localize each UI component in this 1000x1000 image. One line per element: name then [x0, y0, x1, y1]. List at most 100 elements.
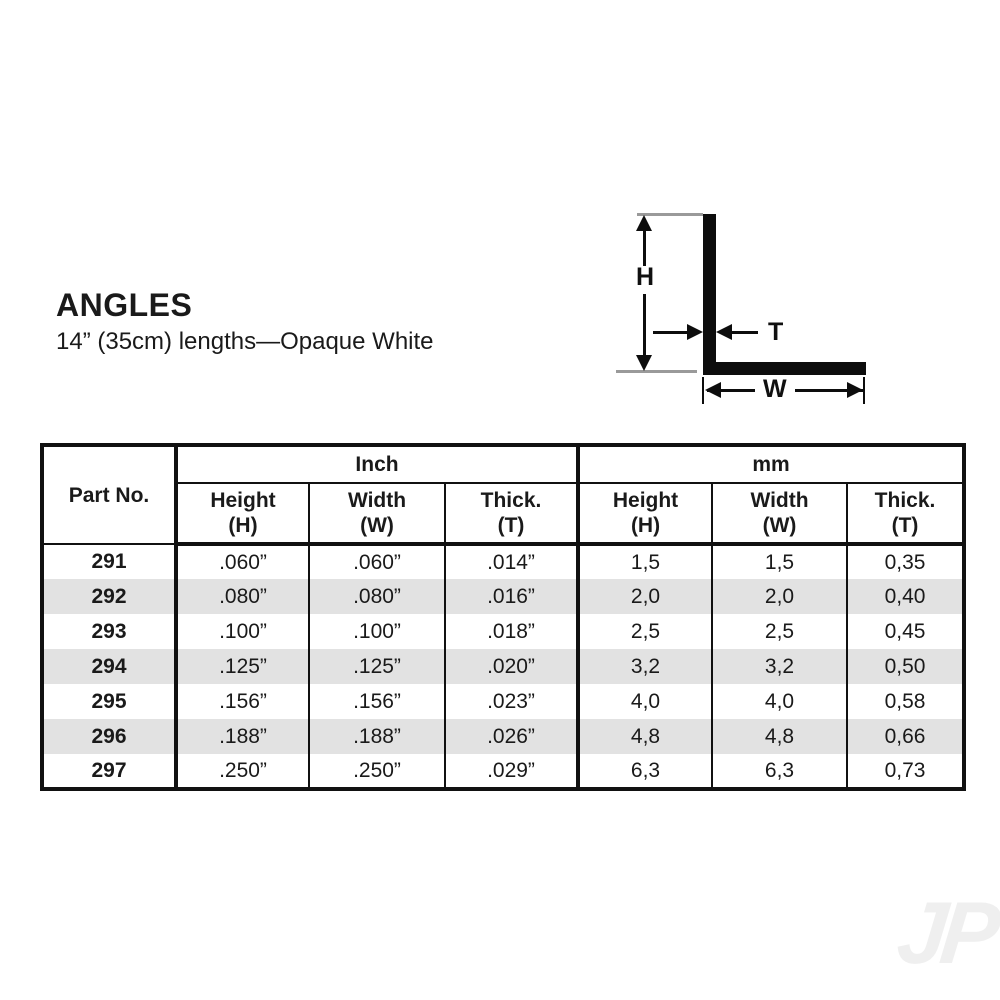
col-header-title: Height [210, 489, 276, 512]
h-arrow-up [636, 215, 652, 231]
col-header-part-no: Part No. [42, 445, 178, 545]
cell-mm-height: 2,0 [576, 579, 713, 614]
cell-inch-width: .250” [308, 754, 445, 789]
w-left-arrowhead [705, 382, 721, 398]
cell-inch-thick: .029” [443, 754, 579, 789]
cell-mm-height: 3,2 [576, 649, 713, 684]
col-header-mm-width: Width (W) [711, 483, 848, 546]
col-header-title: Width [347, 489, 407, 512]
cell-part-no: 292 [40, 579, 176, 614]
jp-logo-watermark: JP [892, 883, 999, 982]
cell-inch-height: .100” [174, 614, 309, 649]
table-row: 297 .250” .250” .029” 6,3 6,3 0,73 [40, 754, 965, 789]
t-dimension-label: T [768, 318, 784, 346]
top-reference-line [637, 213, 703, 216]
col-header-title: Thick. [480, 489, 542, 512]
cell-mm-thick: 0,50 [846, 649, 965, 684]
cell-mm-thick: 0,45 [846, 614, 965, 649]
col-header-symbol: (H) [630, 514, 661, 537]
bottom-reference-line [616, 370, 697, 373]
cell-part-no: 293 [40, 614, 176, 649]
cell-mm-height: 4,8 [576, 719, 713, 754]
page-subtitle: 14” (35cm) lengths—Opaque White [56, 328, 434, 355]
cell-inch-thick: .014” [443, 544, 579, 579]
cell-inch-height: .060” [174, 544, 309, 579]
cell-inch-width: .156” [308, 684, 445, 719]
group-header-mm: mm [576, 445, 965, 484]
col-header-mm-thick: Thick. (T) [846, 483, 965, 546]
cell-inch-height: .156” [174, 684, 309, 719]
col-header-symbol: (H) [228, 514, 258, 537]
col-header-inch-thick: Thick. (T) [443, 483, 579, 546]
cell-inch-width: .100” [308, 614, 445, 649]
cell-inch-height: .125” [174, 649, 309, 684]
table-row: 293 .100” .100” .018” 2,5 2,5 0,45 [40, 614, 965, 649]
cell-mm-thick: 0,73 [846, 754, 965, 789]
cell-mm-height: 4,0 [576, 684, 713, 719]
t-right-arrow-line [730, 331, 758, 334]
col-header-symbol: (T) [497, 514, 525, 537]
w-right-arrowhead [847, 382, 863, 398]
h-dimension-line-upper [643, 229, 646, 266]
cell-part-no: 294 [40, 649, 176, 684]
h-dimension-line-lower [643, 294, 646, 356]
angle-horizontal-leg [703, 362, 866, 375]
col-header-inch-width: Width (W) [308, 483, 445, 546]
cell-inch-width: .125” [308, 649, 445, 684]
t-left-arrowhead [687, 324, 703, 340]
table-row: 296 .188” .188” .026” 4,8 4,8 0,66 [40, 719, 965, 754]
t-left-arrow-line [653, 331, 689, 334]
cell-inch-thick: .020” [443, 649, 579, 684]
cell-mm-height: 1,5 [576, 544, 713, 579]
col-header-symbol: (T) [891, 514, 919, 537]
cell-mm-thick: 0,35 [846, 544, 965, 579]
cell-inch-height: .080” [174, 579, 309, 614]
cell-inch-width: .080” [308, 579, 445, 614]
cell-inch-height: .188” [174, 719, 309, 754]
title-block: ANGLES 14” (35cm) lengths—Opaque White [56, 288, 434, 358]
w-dimension-label: W [755, 375, 795, 404]
table-row: 291 .060” .060” .014” 1,5 1,5 0,35 [40, 544, 965, 579]
w-end-tick-right [863, 377, 865, 404]
cell-mm-width: 1,5 [711, 544, 848, 579]
cell-mm-height: 6,3 [576, 754, 713, 789]
cell-mm-thick: 0,58 [846, 684, 965, 719]
group-header-inch: Inch [176, 445, 579, 484]
cell-inch-width: .188” [308, 719, 445, 754]
table-row: 294 .125” .125” .020” 3,2 3,2 0,50 [40, 649, 965, 684]
w-end-tick-left [702, 377, 704, 404]
cell-part-no: 296 [40, 719, 176, 754]
cell-inch-thick: .016” [443, 579, 579, 614]
col-header-inch-height: Height (H) [176, 483, 309, 546]
cell-inch-width: .060” [308, 544, 445, 579]
col-header-title: Thick. [874, 489, 936, 512]
cell-inch-thick: .018” [443, 614, 579, 649]
cell-mm-width: 4,0 [711, 684, 848, 719]
col-header-title: Width [750, 489, 809, 512]
spec-table: Part No. Inch mm Height (H) Width (W) Th… [40, 443, 967, 791]
h-arrow-down [636, 355, 652, 371]
col-header-title: Height [612, 489, 679, 512]
cell-inch-thick: .026” [443, 719, 579, 754]
h-dimension-label: H [635, 263, 655, 291]
table-row: 295 .156” .156” .023” 4,0 4,0 0,58 [40, 684, 965, 719]
table-row: 292 .080” .080” .016” 2,0 2,0 0,40 [40, 579, 965, 614]
cell-mm-width: 2,0 [711, 579, 848, 614]
cell-mm-width: 2,5 [711, 614, 848, 649]
cell-mm-thick: 0,66 [846, 719, 965, 754]
cell-inch-thick: .023” [443, 684, 579, 719]
cell-part-no: 291 [40, 544, 176, 579]
cell-mm-width: 4,8 [711, 719, 848, 754]
spec-table-wrap: Part No. Inch mm Height (H) Width (W) Th… [40, 443, 967, 791]
page-title: ANGLES [56, 287, 193, 323]
col-header-mm-height: Height (H) [576, 483, 713, 546]
col-header-symbol: (W) [360, 514, 394, 537]
t-right-arrowhead [716, 324, 732, 340]
angle-vertical-leg [703, 214, 716, 375]
cell-part-no: 297 [40, 754, 176, 789]
cell-part-no: 295 [40, 684, 176, 719]
cell-mm-width: 3,2 [711, 649, 848, 684]
cell-mm-width: 6,3 [711, 754, 848, 789]
col-header-symbol: (W) [762, 514, 797, 537]
